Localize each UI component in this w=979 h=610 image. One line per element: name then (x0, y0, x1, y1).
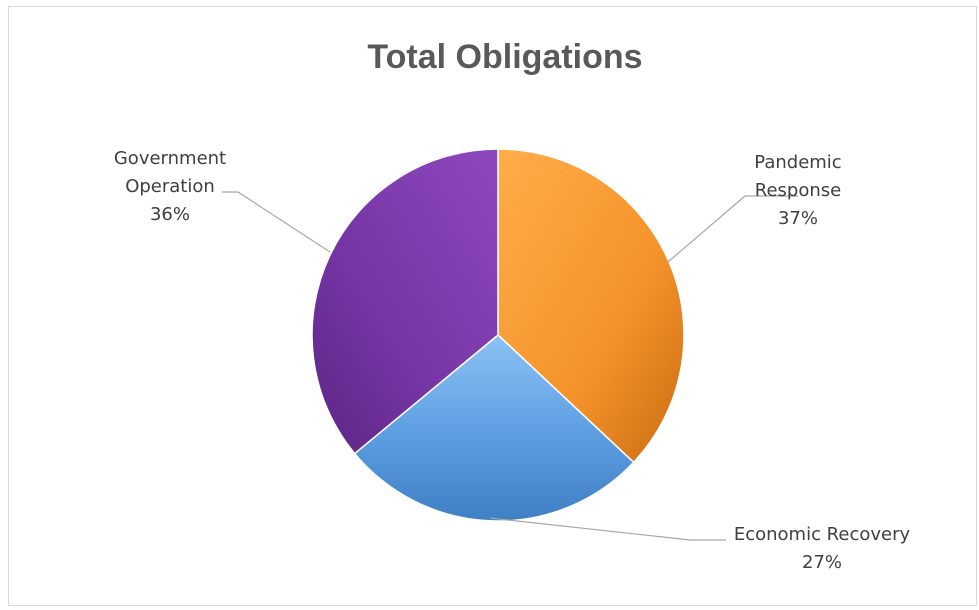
leader-lines (222, 191, 798, 541)
pie-slices (311, 148, 685, 522)
leader-line-government-operation (222, 191, 331, 253)
leader-line-economic-recovery (489, 517, 726, 541)
data-label-government-operation: Government Operation 36% (114, 148, 226, 225)
data-label-economic-recovery: Economic Recovery 27% (734, 524, 911, 573)
chart-title: Total Obligations (367, 38, 642, 76)
data-label-pandemic-response: Pandemic Response 37% (754, 152, 841, 229)
data-labels: Pandemic Response 37% Economic Recovery 27% G… (114, 148, 911, 573)
pie-slice-economic-recovery (353, 334, 635, 522)
leader-line-pandemic-response (667, 195, 798, 263)
pie-slice-government-operation (311, 148, 499, 455)
